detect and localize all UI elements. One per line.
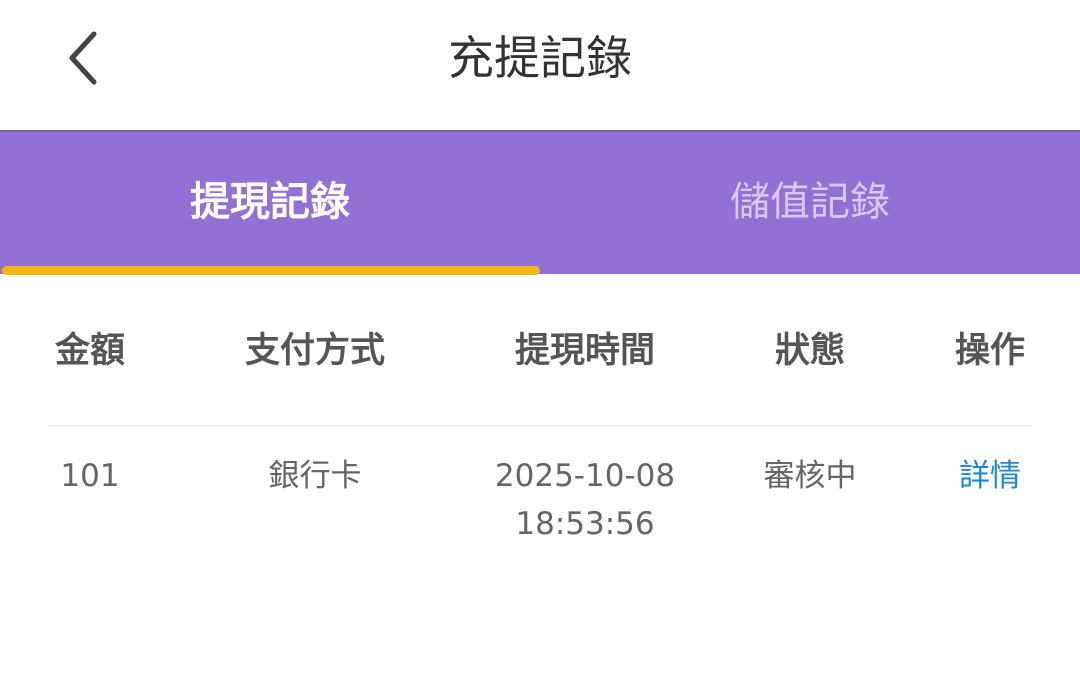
active-tab-indicator xyxy=(2,266,540,275)
app-header: 充提記錄 xyxy=(0,0,1080,130)
cell-withdrawal-time: 2025-10-08 18:53:56 xyxy=(495,452,675,548)
header-divider xyxy=(48,425,1032,427)
cell-payment-method: 銀行卡 xyxy=(268,458,362,494)
cell-amount: 101 xyxy=(60,458,120,494)
cell-date: 2025-10-08 xyxy=(494,458,676,494)
header-payment-method: 支付方式 xyxy=(244,331,386,371)
header-amount: 金額 xyxy=(54,331,126,371)
header-status: 狀態 xyxy=(774,331,846,371)
cell-time: 18:53:56 xyxy=(515,506,655,542)
tab-bar: 提現記錄 儲值記錄 xyxy=(0,130,1080,275)
header-action: 操作 xyxy=(954,331,1026,371)
back-button[interactable] xyxy=(60,28,110,88)
header-withdrawal-time: 提現時間 xyxy=(514,331,656,371)
tab-withdrawal-records[interactable]: 提現記錄 xyxy=(190,179,350,225)
details-link[interactable]: 詳情 xyxy=(959,458,1021,494)
chevron-left-icon xyxy=(69,31,97,85)
tab-deposit-records[interactable]: 儲值記錄 xyxy=(730,179,890,225)
page-title: 充提記錄 xyxy=(448,31,632,85)
cell-status: 審核中 xyxy=(763,458,857,494)
